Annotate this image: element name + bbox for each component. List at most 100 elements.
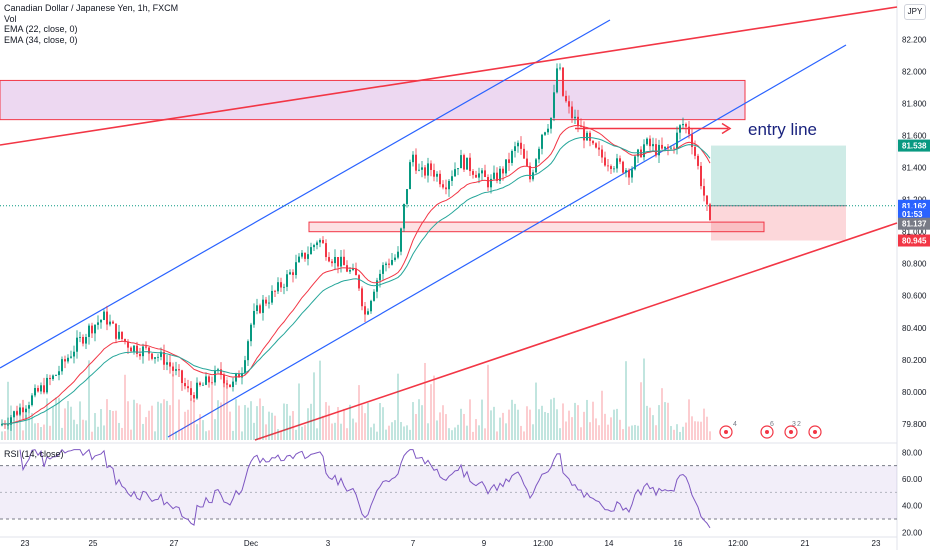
candle-body [523,148,525,159]
candle-body [598,147,600,150]
volume-bar [505,423,507,440]
candle-body [127,341,129,348]
volume-bar [583,411,585,440]
volume-bar [409,429,411,440]
candle-body [166,362,168,365]
volume-bar [694,421,696,440]
event-count-label: 3 [792,421,796,428]
time-tick-label: 14 [605,539,614,548]
volume-bar [25,414,27,440]
volume-bar [163,399,165,440]
time-tick-label: 23 [872,539,881,548]
volume-bar [439,412,441,440]
candle-body [397,251,399,258]
volume-bar [532,424,534,440]
volume-bar [493,406,495,440]
candle-body [268,302,270,304]
time-tick-label: 21 [801,539,810,548]
candle-body [199,382,201,385]
candle-body [604,157,606,166]
candle-body [277,282,279,292]
time-tick-label: 12:00 [533,539,554,548]
candle-body [673,147,675,149]
volume-bar [463,413,465,440]
candle-body [391,259,393,265]
volume-bar [106,399,108,440]
candle-body [541,134,543,149]
price-tag-label: 81.137 [902,220,927,229]
candle-body [34,387,36,396]
candle-body [514,146,516,151]
candle-body [661,144,663,149]
candle-body [325,243,327,258]
price-tick-label: 82.000 [902,68,927,77]
candle-body [463,155,465,170]
candle-body [307,254,309,259]
time-tick-label: Dec [244,539,258,548]
volume-bar [703,408,705,440]
volume-bar [127,401,129,440]
price-tick-label: 80.400 [902,324,927,333]
candle-body [46,377,48,393]
candle-body [316,242,318,246]
candle-body [70,356,72,358]
ema-34-line [1,136,711,425]
volume-bar [697,421,699,440]
volume-bar [187,409,189,440]
rsi-legend[interactable]: RSI (14, close) [4,449,64,459]
price-tick-label: 81.400 [902,164,927,173]
candle-body [82,336,84,344]
volume-bar [334,422,336,440]
indicator-ema-22[interactable]: EMA (22, close, 0) [4,24,78,34]
volume-bar [550,399,552,440]
volume-bar [580,427,582,440]
candle-body [412,154,414,163]
volume-bar [364,413,366,440]
volume-bar [223,371,225,440]
volume-bar [556,409,558,440]
volume-bar [424,362,426,440]
loss-zone [711,205,846,241]
event-marker-dot [813,430,817,434]
ema-22-line [1,125,711,425]
rsi-tick-label: 20.00 [902,528,923,537]
candle-body [373,291,375,301]
volume-bar [601,390,603,440]
candle-body [355,268,357,276]
volume-bar [184,411,186,440]
volume-bar [520,425,522,440]
volume-bar [97,426,99,440]
volume-bar [265,424,267,440]
candle-body [130,347,132,352]
currency-badge[interactable]: JPY [904,4,926,20]
candle-body [193,395,195,399]
candle-body [181,370,183,384]
candle-body [217,369,219,371]
volume-bar [31,412,33,440]
candle-body [64,359,66,362]
candle-body [178,369,180,371]
volume-bar [355,422,357,440]
volume-bar [247,407,249,440]
volume-bar [511,399,513,440]
chart-legend: Canadian Dollar / Japanese Yen, 1h, FXCM… [4,3,178,45]
candle-body [571,106,573,119]
candle-body [379,273,381,281]
time-tick-label: 23 [21,539,30,548]
indicator-ema-34[interactable]: EMA (34, close, 0) [4,34,78,45]
candle-body [484,170,486,178]
candle-body [619,158,621,162]
candle-body [286,274,288,287]
volume-bar [304,424,306,440]
candle-body [229,384,231,388]
indicator-volume[interactable]: Vol [4,13,17,24]
candle-body [208,376,210,383]
volume-bar [460,408,462,440]
candle-body [709,204,711,221]
price-tag [898,208,930,221]
candle-body [40,385,42,392]
candle-body [679,125,681,133]
volume-bar [682,426,684,440]
